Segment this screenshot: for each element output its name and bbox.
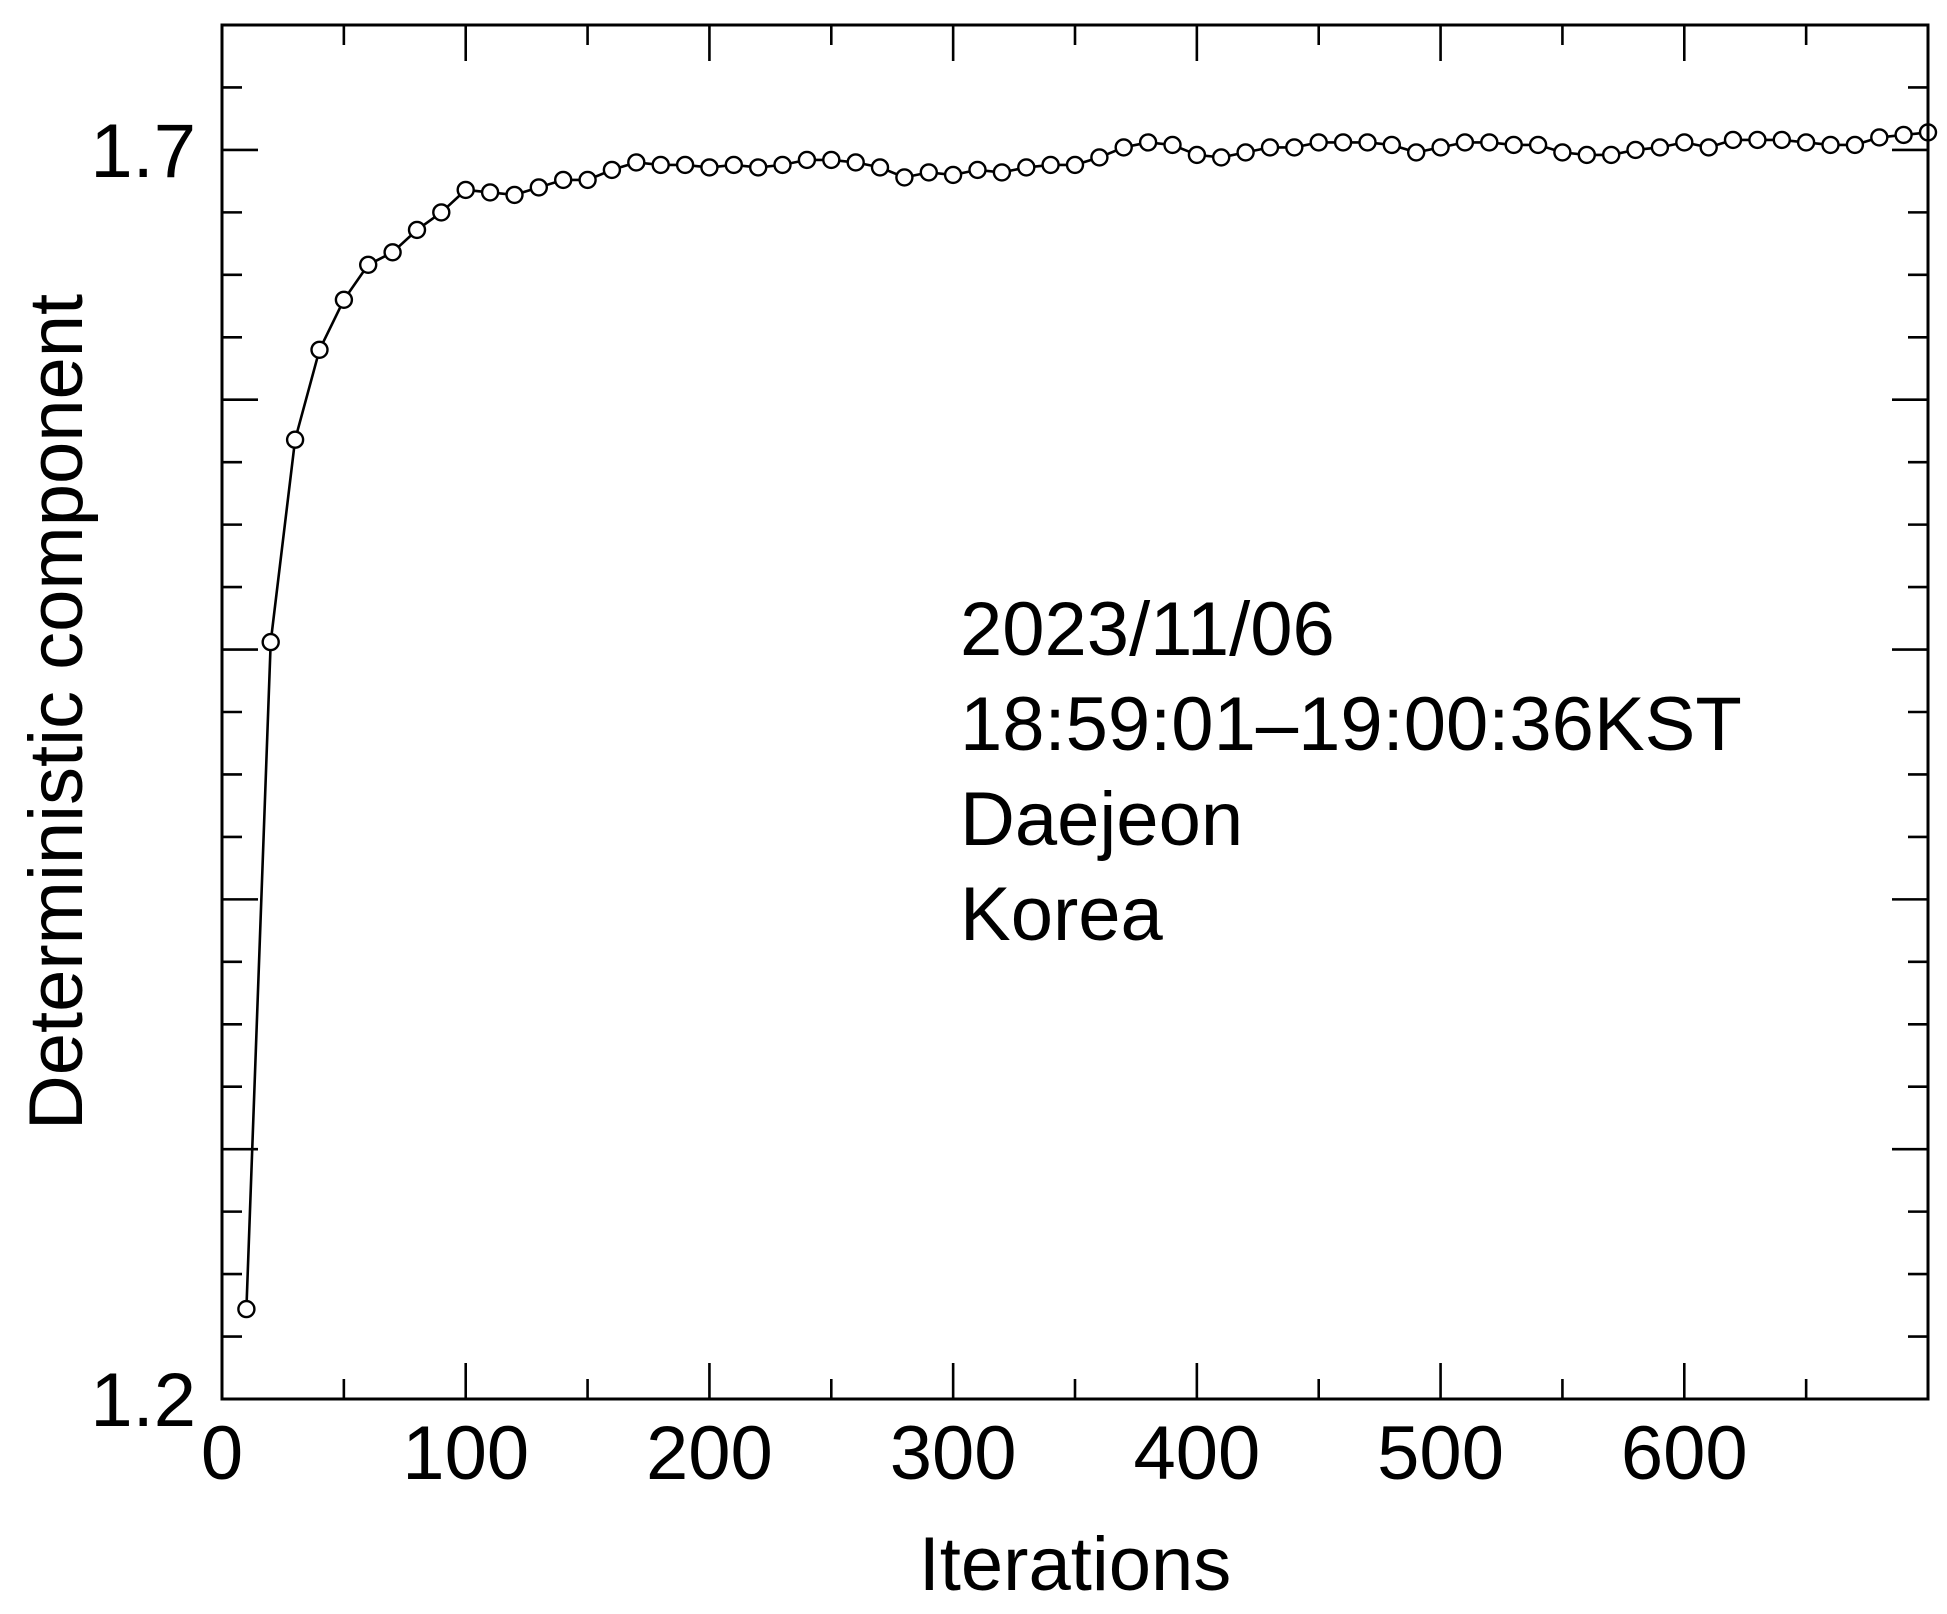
plot-frame bbox=[220, 23, 1930, 1401]
data-point bbox=[919, 163, 938, 182]
data-point bbox=[383, 243, 402, 262]
data-point bbox=[237, 1299, 256, 1319]
data-point bbox=[797, 150, 817, 170]
data-point bbox=[895, 168, 914, 187]
data-point bbox=[1870, 128, 1889, 147]
x-tick-label: 500 bbox=[1377, 1411, 1504, 1496]
data-point bbox=[749, 158, 768, 177]
data-point bbox=[1699, 138, 1718, 157]
data-point bbox=[1650, 138, 1670, 157]
data-point bbox=[1285, 138, 1304, 157]
data-point bbox=[1431, 138, 1450, 157]
data-point bbox=[480, 183, 500, 202]
data-point bbox=[310, 340, 329, 359]
x-tick-label: 600 bbox=[1621, 1411, 1748, 1496]
data-point bbox=[1211, 148, 1231, 167]
data-point bbox=[1577, 145, 1597, 165]
annotation-time-range: 18:59:01–19:00:36KST bbox=[960, 682, 1742, 767]
data-point bbox=[1017, 158, 1036, 177]
data-point bbox=[1821, 135, 1840, 155]
data-point bbox=[1504, 135, 1523, 155]
data-point bbox=[1382, 135, 1402, 155]
data-point bbox=[822, 150, 841, 170]
annotation-city: Daejeon bbox=[960, 777, 1243, 862]
data-point bbox=[1358, 133, 1377, 152]
data-point bbox=[1065, 155, 1085, 175]
x-tick-label: 200 bbox=[646, 1411, 773, 1496]
data-point bbox=[992, 163, 1012, 182]
data-point bbox=[456, 180, 475, 200]
data-point bbox=[1675, 133, 1694, 152]
x-tick-label: 400 bbox=[1133, 1411, 1260, 1496]
y-tick-label: 1.2 bbox=[90, 1358, 196, 1443]
data-point bbox=[1480, 133, 1499, 152]
series-line bbox=[245, 131, 1929, 1310]
data-point bbox=[1163, 135, 1182, 155]
data-point bbox=[1772, 130, 1792, 150]
data-point bbox=[334, 290, 354, 309]
data-point bbox=[1333, 133, 1353, 152]
tick-labels: 0 100 200 300 400 500 600 1.2 1.7 bbox=[90, 109, 1747, 1496]
data-point bbox=[1455, 133, 1475, 152]
y-tick-label: 1.7 bbox=[90, 109, 196, 194]
data-point bbox=[1553, 143, 1572, 162]
data-point bbox=[602, 160, 622, 180]
data-markers bbox=[237, 123, 1938, 1319]
data-point bbox=[943, 165, 963, 185]
data-point bbox=[578, 170, 597, 190]
data-point bbox=[432, 203, 451, 222]
data-point bbox=[1528, 135, 1548, 155]
x-tick-label: 300 bbox=[890, 1411, 1017, 1496]
data-point bbox=[529, 178, 548, 197]
data-point bbox=[1041, 155, 1060, 175]
data-point bbox=[359, 255, 378, 274]
data-point bbox=[261, 632, 280, 652]
data-point bbox=[1845, 135, 1865, 155]
data-point bbox=[724, 155, 743, 175]
data-point bbox=[1748, 130, 1767, 150]
x-tick-label: 0 bbox=[201, 1411, 243, 1496]
x-tick-label: 100 bbox=[402, 1411, 529, 1496]
data-point bbox=[1601, 145, 1621, 165]
data-point bbox=[285, 430, 305, 449]
data-point bbox=[1796, 133, 1816, 152]
data-point bbox=[870, 158, 890, 177]
annotation-country: Korea bbox=[960, 872, 1164, 957]
data-point bbox=[1723, 130, 1743, 150]
data-point bbox=[505, 185, 524, 205]
annotation: 2023/11/06 18:59:01–19:00:36KST Daejeon … bbox=[960, 587, 1742, 957]
data-point bbox=[1187, 145, 1207, 165]
data-point bbox=[1236, 143, 1255, 162]
data-point bbox=[1114, 138, 1133, 157]
data-point bbox=[651, 155, 670, 175]
data-point bbox=[968, 160, 987, 180]
data-point bbox=[407, 220, 427, 240]
data-point bbox=[700, 158, 719, 177]
data-point bbox=[554, 170, 573, 190]
x-axis-label: Iterations bbox=[919, 1522, 1232, 1607]
data-point bbox=[773, 155, 792, 175]
data-point bbox=[1406, 143, 1426, 162]
y-axis-label: Deterministic component bbox=[14, 294, 99, 1130]
data-point bbox=[1894, 125, 1913, 145]
data-point bbox=[1260, 138, 1280, 157]
data-point bbox=[1626, 140, 1645, 160]
data-point bbox=[1309, 133, 1328, 152]
annotation-date: 2023/11/06 bbox=[960, 587, 1335, 672]
data-point bbox=[675, 155, 695, 175]
data-point bbox=[1138, 133, 1158, 152]
data-point bbox=[846, 153, 865, 172]
data-point bbox=[1090, 148, 1109, 167]
data-point bbox=[627, 153, 646, 172]
